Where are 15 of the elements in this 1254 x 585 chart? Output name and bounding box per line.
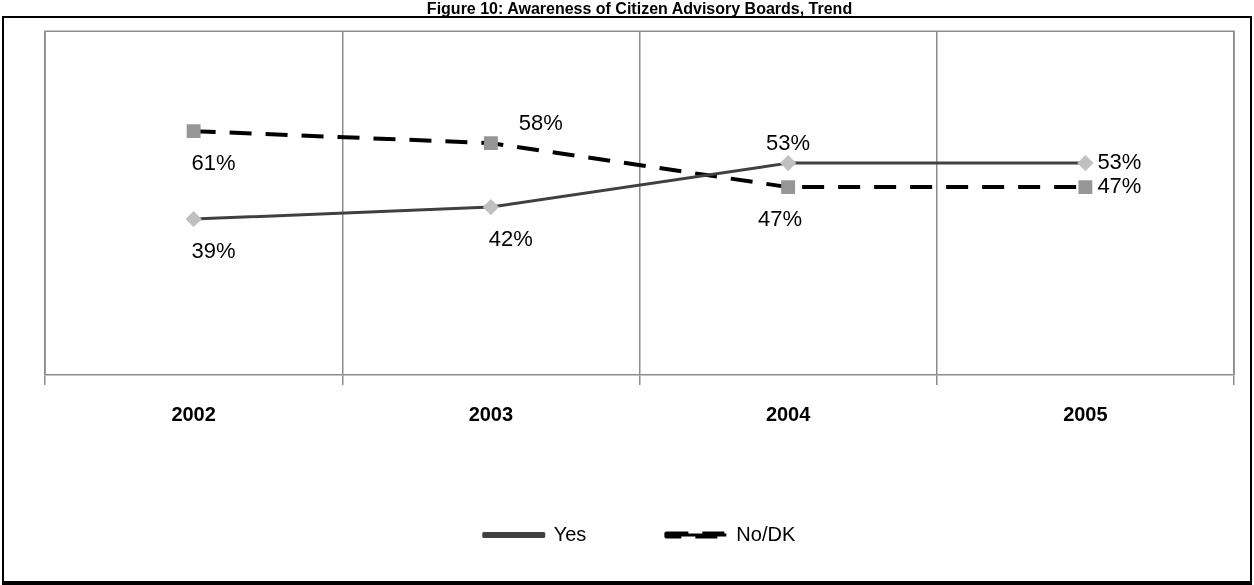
x-tick-label: 2003 <box>468 402 514 425</box>
x-tick-label: 2005 <box>1063 402 1108 425</box>
data-label: 53% <box>766 130 811 156</box>
legend-label: Yes <box>553 522 587 545</box>
x-tick-label: 2002 <box>171 402 216 425</box>
data-label: 58% <box>518 110 563 136</box>
data-label: 47% <box>758 206 803 232</box>
data-label: 42% <box>488 226 533 252</box>
chart-title: Figure 10: Awareness of Citizen Advisory Boards, Trend <box>426 0 853 18</box>
x-tick-label: 2004 <box>765 402 812 425</box>
data-label: 53% <box>1097 149 1142 175</box>
data-label: 47% <box>1097 173 1142 199</box>
data-label: 61% <box>191 150 236 176</box>
legend-label: No/DK <box>736 522 796 545</box>
data-label: 39% <box>191 238 236 264</box>
